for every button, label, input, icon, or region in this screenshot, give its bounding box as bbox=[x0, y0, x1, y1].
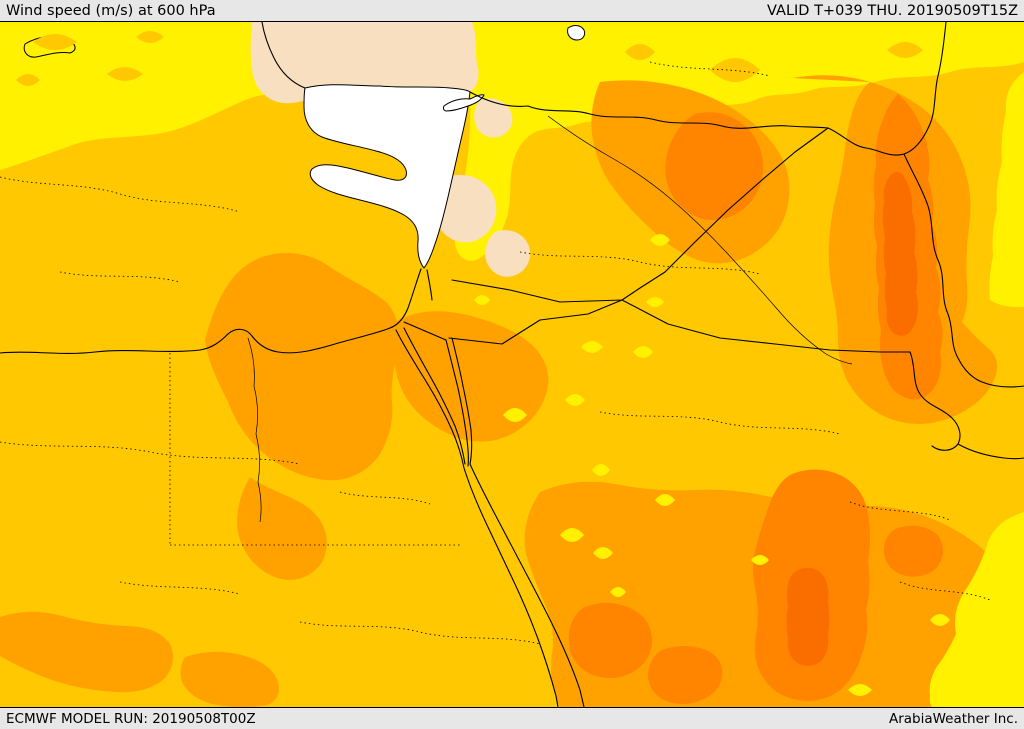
dotted-border-contour-lines bbox=[0, 61, 991, 645]
map-title: Wind speed (m/s) at 600 hPa bbox=[6, 2, 216, 19]
contour-fill-gold-spots bbox=[16, 31, 978, 484]
contour-fill-deep-orange-cores bbox=[786, 171, 919, 666]
model-run-label: ECMWF MODEL RUN: 20190508T00Z bbox=[6, 710, 256, 727]
coastline-border-lines bbox=[0, 22, 1024, 707]
river-lines bbox=[247, 115, 853, 523]
lake-shape bbox=[567, 25, 586, 41]
title-bar: Wind speed (m/s) at 600 hPa VALID T+039 … bbox=[0, 0, 1024, 22]
contour-fill-dark-orange-regions bbox=[568, 94, 943, 704]
map-canvas bbox=[0, 22, 1024, 707]
wind-speed-map-svg bbox=[0, 22, 1024, 707]
status-bar: ECMWF MODEL RUN: 20190508T00Z ArabiaWeat… bbox=[0, 707, 1024, 729]
contour-fill-yellow-spots bbox=[474, 72, 1024, 707]
valid-time-label: VALID T+039 THU. 20190509T15Z bbox=[767, 2, 1018, 19]
cyprus-island-shape bbox=[442, 94, 485, 112]
brand-label: ArabiaWeather Inc. bbox=[888, 710, 1018, 727]
